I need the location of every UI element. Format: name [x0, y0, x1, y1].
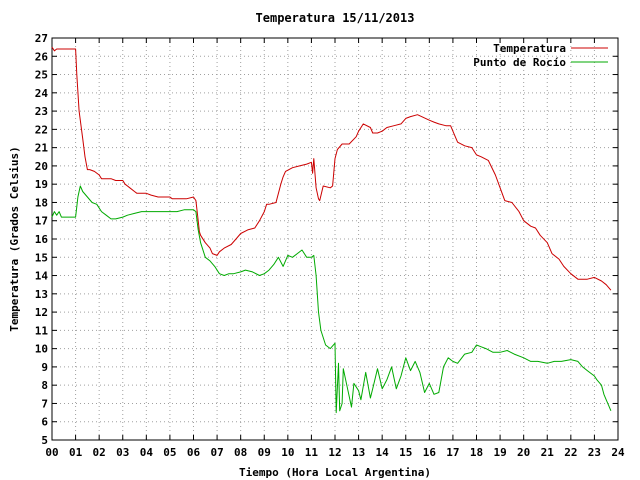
y-tick-label: 11 [35, 324, 49, 337]
legend: Temperatura Punto de Rocío [473, 42, 608, 69]
y-tick-label: 23 [35, 105, 48, 118]
y-tick-label: 18 [35, 196, 48, 209]
x-tick-label: 14 [376, 446, 390, 459]
x-tick-label: 23 [588, 446, 601, 459]
y-tick-label: 5 [41, 434, 48, 447]
y-axis-label: Temperatura (Grados Celsius) [8, 146, 21, 331]
y-tick-label: 13 [35, 288, 48, 301]
x-tick-label: 24 [611, 446, 625, 459]
x-tick-label: 19 [493, 446, 506, 459]
legend-label-punto-de-rocio: Punto de Rocío [473, 56, 566, 69]
y-tick-label: 21 [35, 142, 49, 155]
x-tick-label: 22 [564, 446, 577, 459]
y-tick-label: 19 [35, 178, 48, 191]
x-tick-label: 08 [234, 446, 247, 459]
x-tick-label: 12 [328, 446, 341, 459]
x-tick-label: 16 [423, 446, 437, 459]
x-tick-label: 06 [187, 446, 201, 459]
y-tick-label: 15 [35, 251, 48, 264]
y-tick-label: 14 [35, 270, 49, 283]
series-line-punto-de-rocio [51, 185, 612, 414]
x-tick-label: 01 [69, 446, 83, 459]
series-line-temperatura [51, 46, 612, 291]
x-tick-label: 04 [140, 446, 154, 459]
x-tick-label: 11 [305, 446, 319, 459]
y-tick-label: 12 [35, 306, 48, 319]
x-tick-label: 07 [210, 446, 223, 459]
x-tick-label: 20 [517, 446, 530, 459]
legend-label-temperatura: Temperatura [493, 42, 566, 55]
x-tick-label: 17 [446, 446, 459, 459]
x-tick-label: 21 [541, 446, 555, 459]
x-tick-label: 00 [45, 446, 58, 459]
series-group [51, 46, 612, 414]
x-axis: 00 01 02 03 04 05 06 07 08 09 10 11 12 13 14 15 16 17 18 19… [45, 38, 625, 459]
x-tick-label: 18 [470, 446, 483, 459]
y-tick-label: 25 [35, 69, 48, 82]
y-tick-label: 16 [35, 233, 49, 246]
chart-title: Temperatura 15/11/2013 [256, 11, 415, 25]
y-tick-label: 26 [35, 50, 49, 63]
y-tick-label: 24 [35, 87, 49, 100]
x-tick-label: 05 [163, 446, 176, 459]
grid [52, 38, 618, 440]
x-tick-label: 03 [116, 446, 129, 459]
y-axis: 5 6 7 8 9 10 11 12 13 14 15 16 17 18 19 20 21 22 23 24 25 26 2… [35, 32, 618, 447]
x-tick-label: 02 [93, 446, 106, 459]
y-tick-label: 17 [35, 215, 48, 228]
y-tick-label: 6 [41, 416, 48, 429]
y-tick-label: 27 [35, 32, 48, 45]
y-tick-label: 10 [35, 343, 48, 356]
y-tick-label: 9 [41, 361, 48, 374]
x-tick-label: 10 [281, 446, 294, 459]
x-tick-label: 13 [352, 446, 365, 459]
x-tick-label: 15 [399, 446, 412, 459]
y-tick-label: 20 [35, 160, 48, 173]
y-tick-label: 22 [35, 123, 48, 136]
x-axis-label: Tiempo (Hora Local Argentina) [239, 466, 431, 479]
y-tick-label: 8 [41, 379, 48, 392]
x-tick-label: 09 [258, 446, 271, 459]
y-tick-label: 7 [41, 397, 48, 410]
